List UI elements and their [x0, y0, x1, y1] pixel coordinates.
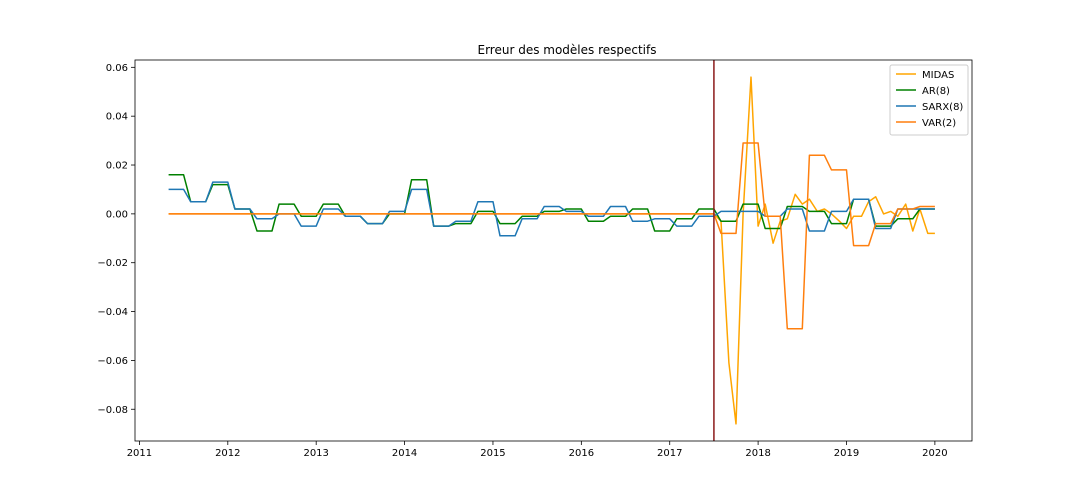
x-tick-label: 2012 — [215, 448, 240, 459]
y-tick-label: 0.04 — [106, 112, 128, 123]
x-tick-label: 2019 — [834, 448, 859, 459]
x-tick-label: 2011 — [127, 448, 152, 459]
x-tick-label: 2016 — [569, 448, 594, 459]
x-tick-label: 2020 — [922, 448, 947, 459]
y-tick-label: 0.02 — [106, 161, 128, 172]
series-line-3 — [168, 142, 935, 330]
legend-box — [889, 64, 969, 136]
legend: MIDAS AR(8) SARX(8) VAR(2) — [889, 64, 969, 136]
y-tick-label: −0.02 — [97, 258, 128, 269]
legend-label: MIDAS — [922, 70, 954, 81]
y-axis: 0.06 0.04 0.02 0.00 −0.02 −0.04 −0.06 −0.08 — [97, 63, 135, 416]
y-tick-label: −0.04 — [97, 307, 128, 318]
x-tick-label: 2018 — [745, 448, 770, 459]
plot-area — [134, 59, 973, 442]
legend-label: SARX(8) — [922, 102, 963, 113]
series-line-2 — [168, 181, 935, 237]
x-tick-label: 2014 — [392, 448, 417, 459]
chart-title: Erreur des modèles respectifs — [477, 43, 656, 57]
legend-label: VAR(2) — [922, 118, 956, 129]
x-axis: 2011 2012 2013 2014 2015 2016 2017 2018 2019 2020 — [127, 441, 948, 459]
y-tick-label: 0.00 — [106, 209, 128, 220]
series-line-1 — [168, 174, 935, 232]
y-tick-label: −0.08 — [97, 405, 128, 416]
plot-frame — [134, 59, 973, 442]
legend-label: AR(8) — [922, 86, 950, 97]
x-tick-label: 2017 — [657, 448, 682, 459]
y-tick-label: 0.06 — [106, 63, 128, 74]
y-tick-label: −0.06 — [97, 356, 128, 367]
x-tick-label: 2013 — [303, 448, 328, 459]
series-line-0 — [168, 76, 935, 425]
x-tick-label: 2015 — [480, 448, 505, 459]
